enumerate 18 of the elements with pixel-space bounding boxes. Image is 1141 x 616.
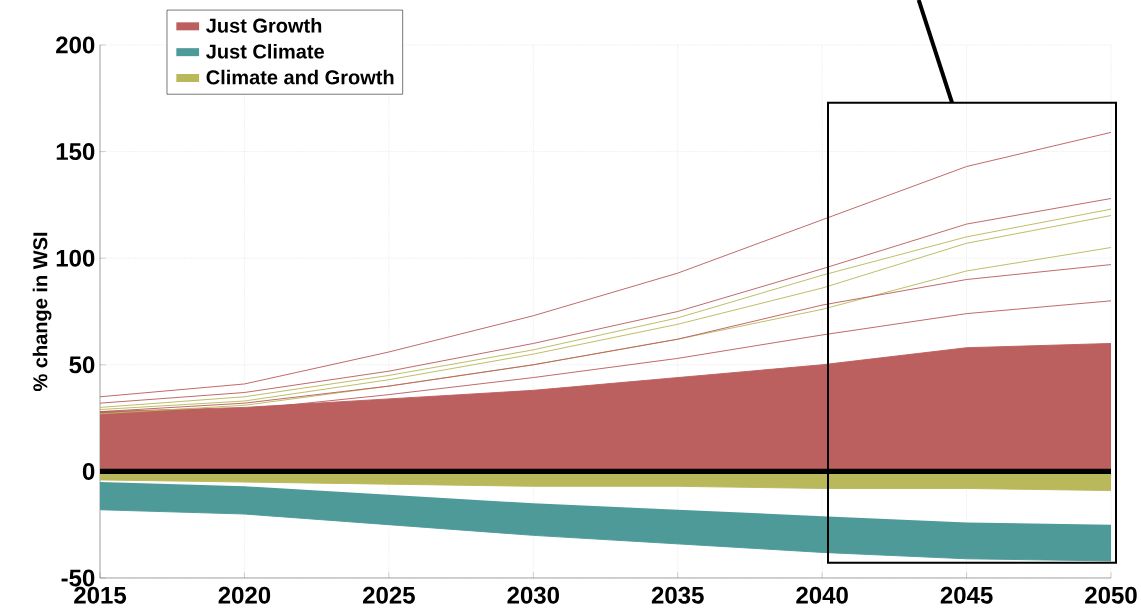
x-tick-label: 2050 [1085,586,1137,604]
x-tick-label: 2020 [218,586,271,604]
x-tick-label: 2035 [651,586,704,604]
legend-label: Climate and Growth [206,69,394,85]
y-tick-label: -50 [61,569,95,587]
y-tick-label: 50 [69,356,95,374]
legend-label: Just Climate [206,43,324,59]
legend-label: Just Growth [206,18,322,33]
x-tick-label: 2045 [940,586,993,604]
y-tick-label: 200 [56,36,95,54]
x-tick-label: 2015 [74,586,127,604]
y-tick-label: 150 [56,143,95,161]
y-tick-label: 0 [82,462,95,480]
x-tick-label: 2040 [796,586,848,604]
x-tick-label: 2025 [363,586,415,604]
y-axis-title: % change in WSI [32,232,52,391]
y-tick-label: 100 [56,249,95,267]
x-tick-label: 2030 [507,586,559,604]
